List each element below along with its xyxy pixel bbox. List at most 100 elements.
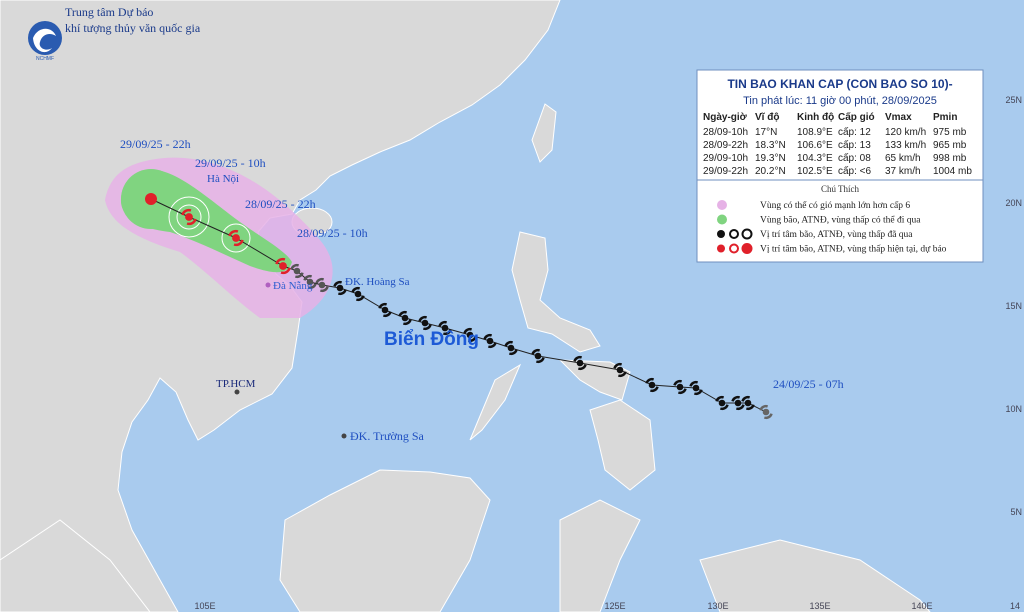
storm-symbol <box>351 286 365 302</box>
storm-arm <box>467 336 477 343</box>
storm-center <box>293 267 301 275</box>
legend-item: Vị trí tâm bão, ATNĐ, vùng thấp hiện tại… <box>760 244 947 255</box>
storm-symbol <box>275 257 291 275</box>
lat-label: 25N <box>1005 95 1022 105</box>
storm-symbol <box>504 340 518 356</box>
storm-arm <box>715 395 725 402</box>
storm-arm <box>531 348 541 355</box>
storm-center <box>232 234 240 242</box>
storm-center <box>318 281 326 289</box>
org-line: khí tượng thủy văn quốc gia <box>65 21 201 35</box>
legend-swatch <box>729 229 739 239</box>
table-cell: 37 km/h <box>885 166 921 177</box>
legend-swatch <box>717 244 725 253</box>
storm-arm <box>577 364 587 371</box>
place-dot <box>265 282 271 288</box>
storm-arm <box>487 342 497 349</box>
storm-arm <box>186 218 197 226</box>
table-header: Ngày-giờ <box>703 112 748 123</box>
table-cell: 998 mb <box>933 153 967 164</box>
storm-symbol <box>378 302 392 318</box>
forecast-point <box>145 193 157 205</box>
info-box: TIN BAO KHAN CAP (CON BAO SO 10)- Tin ph… <box>696 69 984 263</box>
storm-arm <box>504 340 514 347</box>
table-cell: cấp: 08 <box>838 152 871 164</box>
storm-symbol <box>759 404 773 420</box>
storm-arm <box>677 388 687 395</box>
storm-arm <box>315 277 325 284</box>
place-label: Hà Nội <box>207 173 239 185</box>
storm-arm <box>759 404 769 411</box>
lon-label: 130E <box>707 601 728 611</box>
storm-arm <box>617 371 627 378</box>
storm-symbol <box>531 348 545 364</box>
legend-swatch <box>741 228 753 240</box>
place-label: 28/09/25 - 22h <box>245 197 316 211</box>
table-cell: 17°N <box>755 127 777 138</box>
lon-label: 140E <box>911 601 932 611</box>
legend-title: Chú Thích <box>821 184 860 194</box>
table-cell: 29/09-22h <box>703 166 748 177</box>
storm-center <box>279 262 287 270</box>
storm-arm <box>319 286 329 293</box>
lon-label: 125E <box>604 601 625 611</box>
place-label: TP.HCM <box>216 378 256 390</box>
radius-circle <box>168 196 210 238</box>
storm-arm <box>573 355 583 362</box>
logo: NCHMF <box>28 21 62 62</box>
storm-symbol <box>731 395 745 411</box>
place-label: 29/09/25 - 22h <box>120 137 191 151</box>
storm-symbol <box>303 274 317 290</box>
storm-center <box>185 213 193 221</box>
storm-arm <box>228 229 239 237</box>
storm-center <box>616 366 624 374</box>
place-label: 29/09/25 - 10h <box>195 156 266 170</box>
storm-arm <box>275 257 286 265</box>
storm-arm <box>355 295 365 302</box>
storm-arm <box>483 333 493 340</box>
storm-center <box>648 381 656 389</box>
storm-symbol <box>645 377 659 393</box>
storm-arm <box>645 377 655 384</box>
radius-circle <box>176 204 202 230</box>
legend-swatch <box>717 230 725 238</box>
storm-center <box>534 352 542 360</box>
storm-symbol <box>228 229 244 247</box>
lat-label: 10N <box>1005 404 1022 414</box>
lon-label: 135E <box>809 601 830 611</box>
table-header: Kinh độ <box>797 112 834 123</box>
place-label: ĐK. Hoàng Sa <box>345 276 410 288</box>
table-cell: cấp: 13 <box>838 139 871 151</box>
table-cell: 120 km/h <box>885 127 926 138</box>
storm-symbol <box>438 320 452 336</box>
storm-symbol <box>613 362 627 378</box>
table-cell: 28/09-22h <box>703 140 748 151</box>
place-label: 24/09/25 - 07h <box>773 377 844 391</box>
table-cell: 28/09-10h <box>703 127 748 138</box>
storm-center <box>466 331 474 339</box>
table-cell: cấp: <6 <box>838 165 872 177</box>
storm-symbol <box>418 315 432 331</box>
storm-arm <box>735 404 745 411</box>
storm-arm <box>378 302 388 309</box>
storm-arm <box>438 320 448 327</box>
storm-arm <box>731 395 741 402</box>
table-header: Cấp gió <box>838 111 875 123</box>
place-label: Đà Nẵng <box>273 280 313 292</box>
place-label: Biển Đông <box>384 329 479 350</box>
storm-arm <box>763 413 773 420</box>
table-header: Pmin <box>933 112 957 123</box>
place-dot <box>234 389 240 395</box>
logo-text: NCHMF <box>36 56 54 62</box>
storm-arm <box>398 310 408 317</box>
storm-symbol <box>315 277 329 293</box>
storm-arm <box>535 357 545 364</box>
storm-arm <box>508 349 518 356</box>
bulletin-title: TIN BAO KHAN CAP (CON BAO SO 10)- <box>727 77 952 91</box>
lat-label: 20N <box>1005 198 1022 208</box>
storm-symbol <box>333 280 347 296</box>
storm-symbol <box>398 310 412 326</box>
storm-arm <box>294 272 304 279</box>
storm-arm <box>337 289 347 296</box>
